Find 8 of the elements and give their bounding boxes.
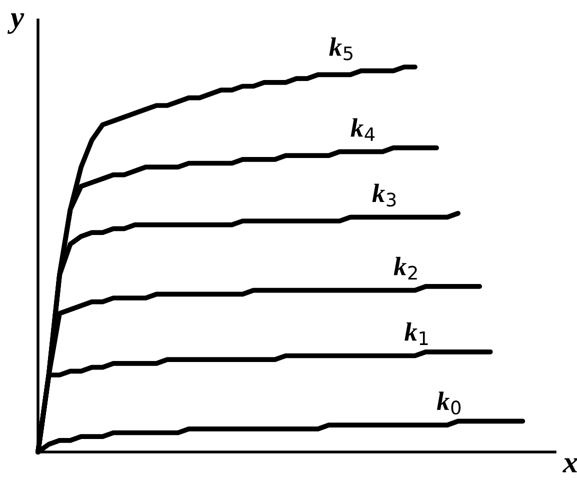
y-axis-title: y <box>7 13 24 34</box>
series-label: k$_{2}$ <box>394 256 417 280</box>
series-label: k$_{4}$ <box>350 118 375 141</box>
series-label: k$_{5}$ <box>329 37 352 60</box>
series-label: k$_{1}$ <box>404 322 428 345</box>
series-label: k$_{0}$ <box>436 392 461 415</box>
series-label: k$_{3}$ <box>372 184 396 207</box>
x-axis-title: x <box>562 458 577 472</box>
